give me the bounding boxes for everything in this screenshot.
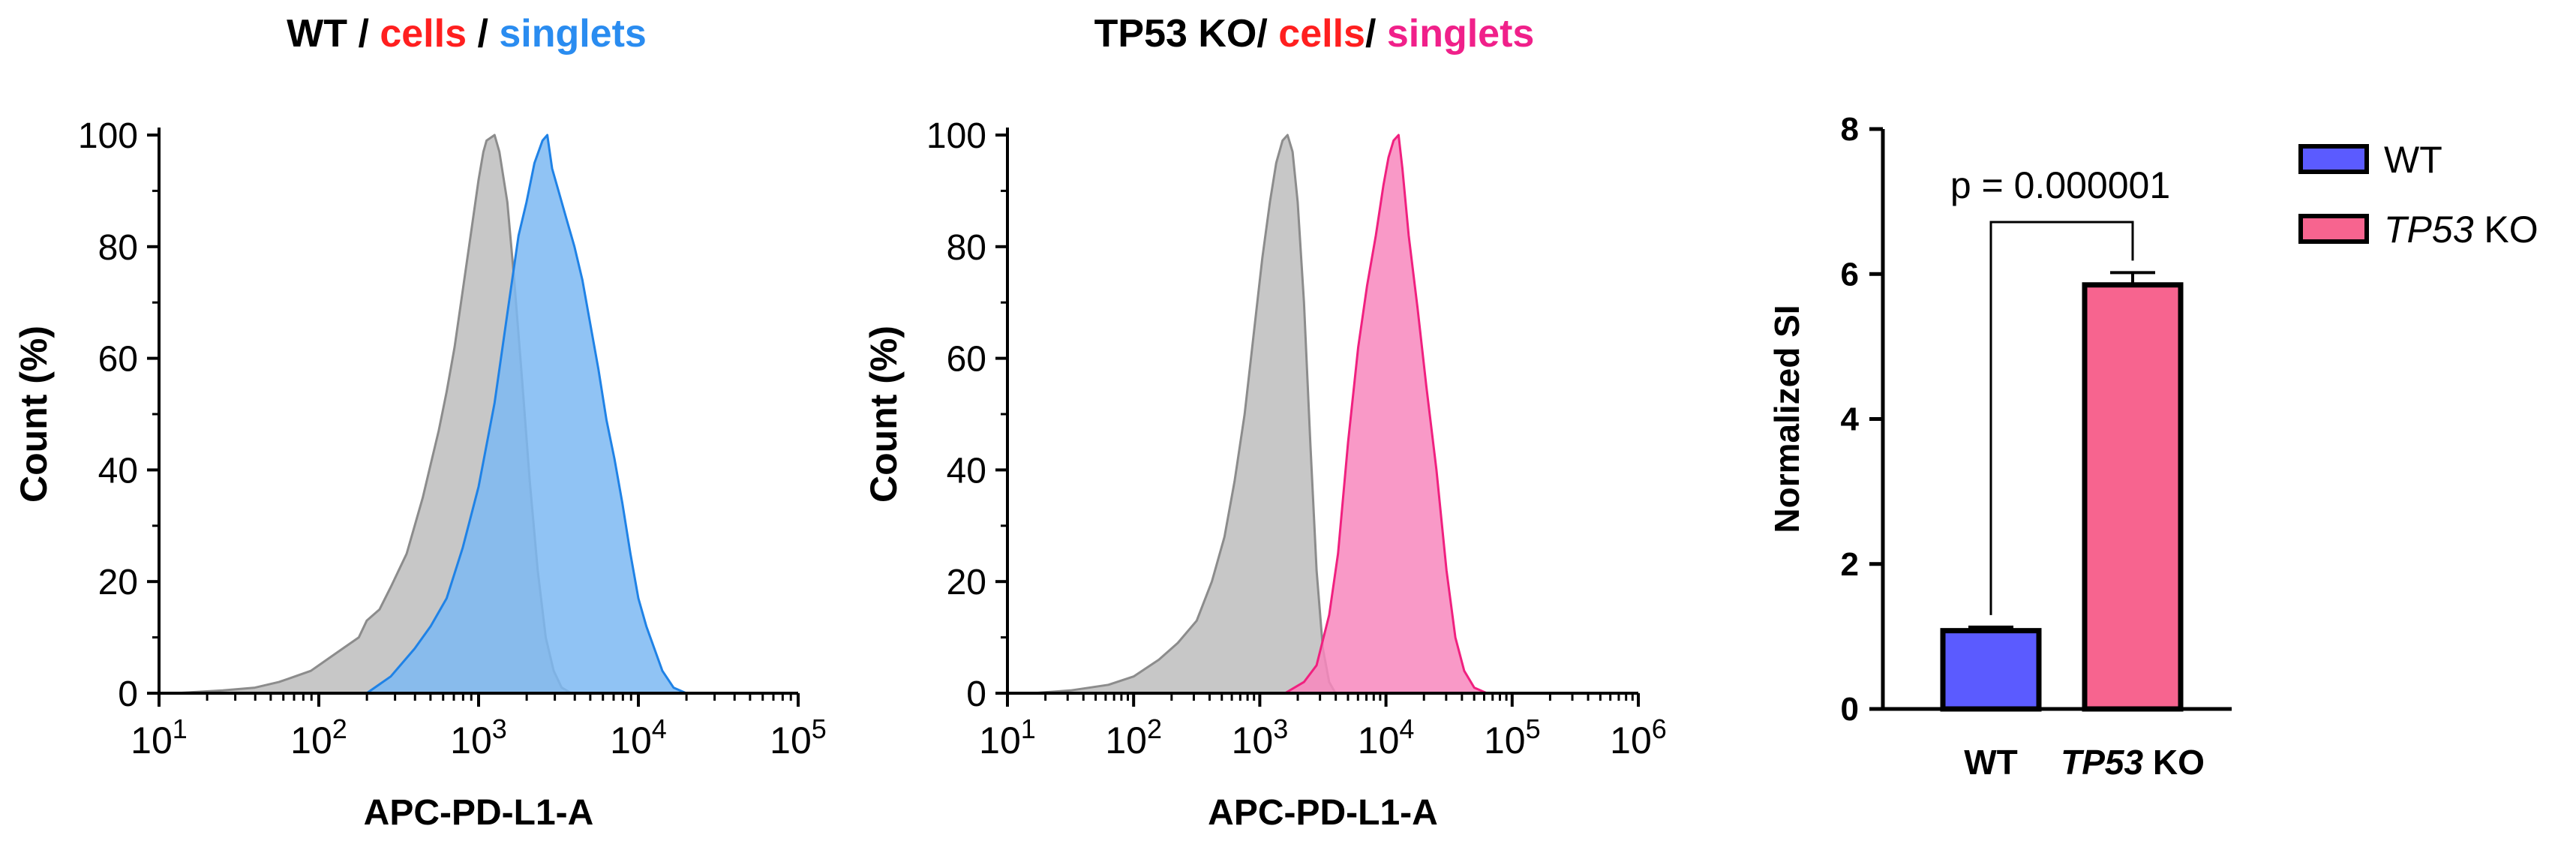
y-axis-label: Count (%) (863, 326, 905, 503)
legend-label-text: WT (2384, 139, 2442, 181)
histogram-series-isotype (1031, 134, 1337, 695)
chart-title: TP53 KO/ cells/ singlets (1094, 12, 1535, 56)
bar (1940, 628, 2042, 712)
chart-title-part: TP53 KO (1094, 12, 1257, 56)
x-tick-base: 10 (1232, 719, 1274, 761)
x-tick-label: 101 (131, 713, 188, 761)
y-tick-label: 0 (1841, 691, 1859, 728)
chart-title: WT / cells / singlets (287, 12, 647, 56)
chart-title-part: WT (287, 12, 347, 56)
x-tick-base: 10 (770, 719, 812, 761)
x-tick-base: 10 (610, 719, 652, 761)
y-tick-label: 40 (947, 451, 986, 491)
x-tick-exponent: 3 (492, 713, 507, 744)
chart-title-part: / (1256, 12, 1278, 56)
y-tick-label: 60 (947, 340, 986, 380)
x-tick-exponent: 1 (1021, 713, 1036, 744)
x-tick-base: 10 (1610, 719, 1652, 761)
x-axis-label: APC-PD-L1-A (1208, 793, 1438, 833)
y-tick-label: 6 (1841, 256, 1859, 293)
y-tick-label: 80 (947, 228, 986, 268)
x-category-italic: TP53 (2061, 743, 2143, 782)
x-tick-base: 10 (1105, 719, 1147, 761)
x-tick-exponent: 2 (332, 713, 347, 744)
p-value-annotation: p = 0.000001 (1950, 164, 2170, 206)
chart-title-part: cells (1278, 12, 1365, 56)
x-tick-base: 10 (131, 719, 173, 761)
y-tick-label: 2 (1841, 546, 1859, 583)
legend-label: WT (2384, 139, 2442, 181)
legend-label-italic: TP53 (2384, 209, 2474, 251)
x-tick-label: 103 (450, 713, 507, 761)
chart-title-part: singlets (1387, 12, 1535, 56)
x-tick-label: 104 (610, 713, 667, 761)
histogram-series-tp53-ko (1283, 134, 1488, 695)
legend-label: TP53 KO (2384, 209, 2538, 251)
x-tick-exponent: 2 (1147, 713, 1162, 744)
chart-title-part: / (467, 12, 499, 56)
y-tick-label: 80 (98, 228, 138, 268)
x-category-text: WT (1964, 743, 2018, 782)
x-category-label: TP53 KO (2061, 743, 2205, 782)
y-tick-label: 40 (98, 451, 138, 491)
y-tick-label: 20 (947, 563, 986, 602)
y-tick-label: 8 (1841, 111, 1859, 148)
y-tick-label: 100 (78, 116, 138, 156)
chart-title-part: / (347, 12, 380, 56)
x-category-text: KO (2143, 743, 2205, 782)
x-tick-label: 104 (1358, 713, 1415, 761)
x-tick-base: 10 (1484, 719, 1526, 761)
x-tick-exponent: 6 (1652, 713, 1667, 744)
x-tick-exponent: 3 (1273, 713, 1288, 744)
x-tick-exponent: 4 (1399, 713, 1414, 744)
y-axis-label: Count (%) (13, 326, 55, 503)
x-tick-base: 10 (979, 719, 1021, 761)
x-tick-base: 10 (290, 719, 332, 761)
y-tick-label: 100 (926, 116, 986, 156)
y-tick-label: 4 (1841, 401, 1860, 438)
chart-title-part: / (1365, 12, 1387, 56)
legend-swatch (2298, 214, 2369, 244)
x-tick-base: 10 (450, 719, 492, 761)
legend-swatch (2298, 144, 2369, 174)
y-tick-label: 0 (966, 674, 986, 714)
x-tick-label: 101 (979, 713, 1036, 761)
legend: WT TP53 KO (2298, 139, 2538, 251)
significance-bracket (1989, 221, 2134, 615)
x-tick-base: 10 (1358, 719, 1400, 761)
x-tick-exponent: 1 (173, 713, 188, 744)
x-category-label: WT (1964, 743, 2018, 782)
x-tick-label: 105 (1484, 713, 1541, 761)
x-tick-exponent: 5 (812, 713, 827, 744)
x-axis-label: APC-PD-L1-A (364, 793, 594, 833)
x-tick-exponent: 4 (652, 713, 667, 744)
y-tick-label: 20 (98, 563, 138, 602)
x-tick-exponent: 5 (1526, 713, 1541, 744)
bar-chart-panel: 0 2 4 6 8 Normalized SI WT TP53 KO p = 0.000001 W… (1767, 111, 2538, 782)
x-tick-label: 106 (1610, 713, 1667, 761)
legend-label-text: KO (2474, 209, 2538, 251)
y-tick-label: 0 (118, 674, 138, 714)
bar (2082, 282, 2184, 712)
y-axis-label: Normalized SI (1767, 305, 1806, 533)
x-tick-label: 105 (770, 713, 827, 761)
chart-title-part: singlets (499, 12, 647, 56)
x-tick-label: 103 (1232, 713, 1289, 761)
histogram-series-wt (365, 134, 688, 695)
y-tick-label: 60 (98, 340, 138, 380)
x-tick-label: 102 (1105, 713, 1162, 761)
x-tick-label: 102 (290, 713, 347, 761)
chart-title-part: cells (380, 12, 467, 56)
